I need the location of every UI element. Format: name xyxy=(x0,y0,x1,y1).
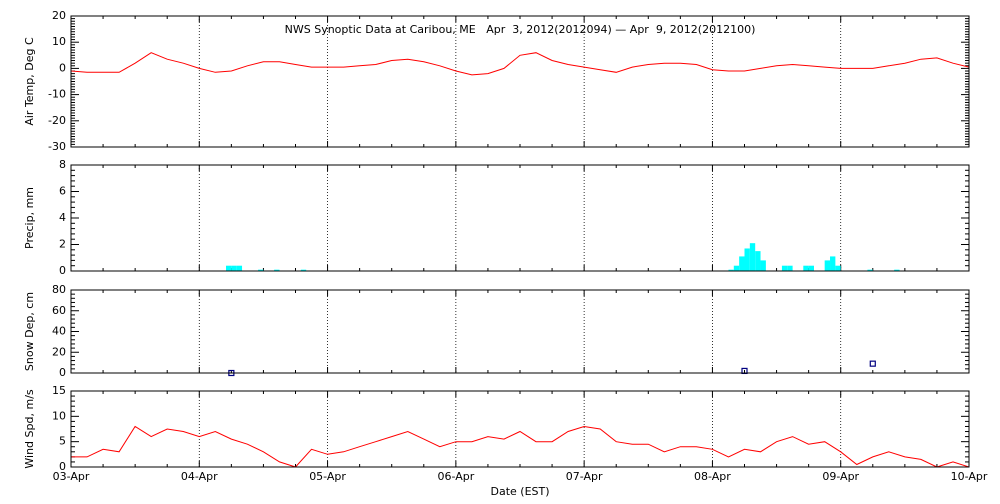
y-axis-label: Precip, mm xyxy=(23,187,36,249)
y-tick-label: 80 xyxy=(52,283,66,296)
chart-title: NWS Synoptic Data at Caribou, ME Apr 3, … xyxy=(285,23,756,36)
bar xyxy=(755,251,761,271)
bar xyxy=(733,265,740,271)
y-tick-label: 60 xyxy=(52,304,66,317)
plot-frame xyxy=(70,390,970,468)
bar xyxy=(226,265,232,271)
y-axis-label: Wind Spd, m/s xyxy=(23,389,36,469)
bar xyxy=(749,243,756,271)
y-axis-label: Air Temp, Deg C xyxy=(23,37,36,126)
bar xyxy=(300,269,307,271)
y-tick-label: -10 xyxy=(48,88,66,101)
x-tick-label: 04-Apr xyxy=(181,470,218,483)
bar xyxy=(760,260,766,271)
y-tick-label: -30 xyxy=(48,140,66,153)
y-tick-label: 0 xyxy=(59,61,66,74)
point xyxy=(869,360,876,367)
plot-frame xyxy=(70,289,970,374)
bar xyxy=(781,265,788,271)
data-line xyxy=(71,425,969,467)
bar xyxy=(867,269,873,271)
x-tick-label: 09-Apr xyxy=(822,470,859,483)
y-tick-label: 0 xyxy=(59,264,66,277)
y-tick-label: 20 xyxy=(52,9,66,22)
bar xyxy=(894,269,900,271)
y-tick-label: 4 xyxy=(59,211,66,224)
bar xyxy=(258,269,264,271)
y-tick-label: 20 xyxy=(52,345,66,358)
y-tick-label: 2 xyxy=(59,238,66,251)
x-tick-label: 05-Apr xyxy=(309,470,346,483)
bar xyxy=(236,265,243,271)
y-tick-label: 15 xyxy=(52,384,66,397)
y-tick-label: 8 xyxy=(59,158,66,171)
bar xyxy=(830,256,836,271)
x-tick-label: 10-Apr xyxy=(951,470,988,483)
y-tick-label: 6 xyxy=(59,185,66,198)
bar xyxy=(835,265,841,271)
y-tick-label: 40 xyxy=(52,325,66,338)
y-tick-label: 0 xyxy=(59,366,66,379)
bar xyxy=(728,269,734,271)
bar xyxy=(803,265,809,271)
bar xyxy=(808,265,814,271)
bar xyxy=(824,260,831,271)
x-tick-label: 08-Apr xyxy=(694,470,731,483)
y-tick-label: 10 xyxy=(52,409,66,422)
y-axis-label: Snow Dep, cm xyxy=(23,292,36,371)
plot-frame xyxy=(70,15,970,148)
bar xyxy=(274,269,280,271)
bar xyxy=(739,256,745,271)
data-line xyxy=(71,52,969,76)
x-tick-label: 03-Apr xyxy=(53,470,90,483)
y-tick-label: 0 xyxy=(59,460,66,473)
x-tick-label: 07-Apr xyxy=(566,470,603,483)
y-tick-label: -20 xyxy=(48,114,66,127)
y-tick-label: 5 xyxy=(59,435,66,448)
y-tick-label: 10 xyxy=(52,35,66,48)
bar xyxy=(231,265,237,271)
plot-frame xyxy=(70,164,970,272)
bar xyxy=(744,248,750,271)
bar xyxy=(787,265,793,271)
x-axis-label: Date (EST) xyxy=(490,485,549,498)
x-tick-label: 06-Apr xyxy=(437,470,474,483)
